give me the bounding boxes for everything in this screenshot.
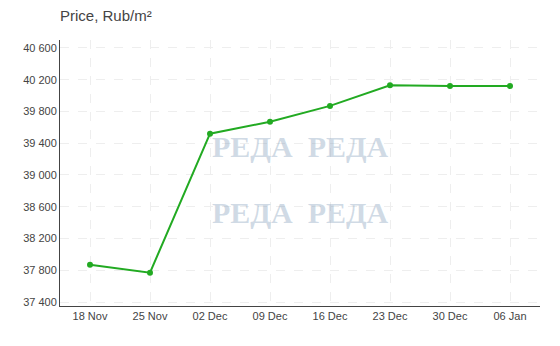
svg-text:23 Dec: 23 Dec: [373, 310, 408, 322]
svg-text:39 000: 39 000: [23, 169, 57, 181]
svg-text:РЕДА РЕДА: РЕДА РЕДА: [212, 196, 389, 229]
svg-text:40 600: 40 600: [23, 42, 57, 54]
svg-text:02 Dec: 02 Dec: [193, 310, 228, 322]
svg-text:09 Dec: 09 Dec: [253, 310, 288, 322]
svg-text:16 Dec: 16 Dec: [313, 310, 348, 322]
svg-text:18 Nov: 18 Nov: [73, 310, 108, 322]
svg-text:06 Jan: 06 Jan: [493, 310, 526, 322]
svg-text:37 400: 37 400: [23, 296, 57, 308]
svg-text:40 200: 40 200: [23, 74, 57, 86]
svg-text:38 600: 38 600: [23, 201, 57, 213]
svg-text:38 200: 38 200: [23, 232, 57, 244]
svg-text:39 400: 39 400: [23, 137, 57, 149]
svg-text:РЕДА РЕДА: РЕДА РЕДА: [212, 130, 389, 163]
svg-text:37 800: 37 800: [23, 264, 57, 276]
svg-text:Price, Rub/m²: Price, Rub/m²: [60, 7, 152, 24]
svg-text:30 Dec: 30 Dec: [433, 310, 468, 322]
svg-text:25 Nov: 25 Nov: [133, 310, 168, 322]
svg-text:39 800: 39 800: [23, 105, 57, 117]
